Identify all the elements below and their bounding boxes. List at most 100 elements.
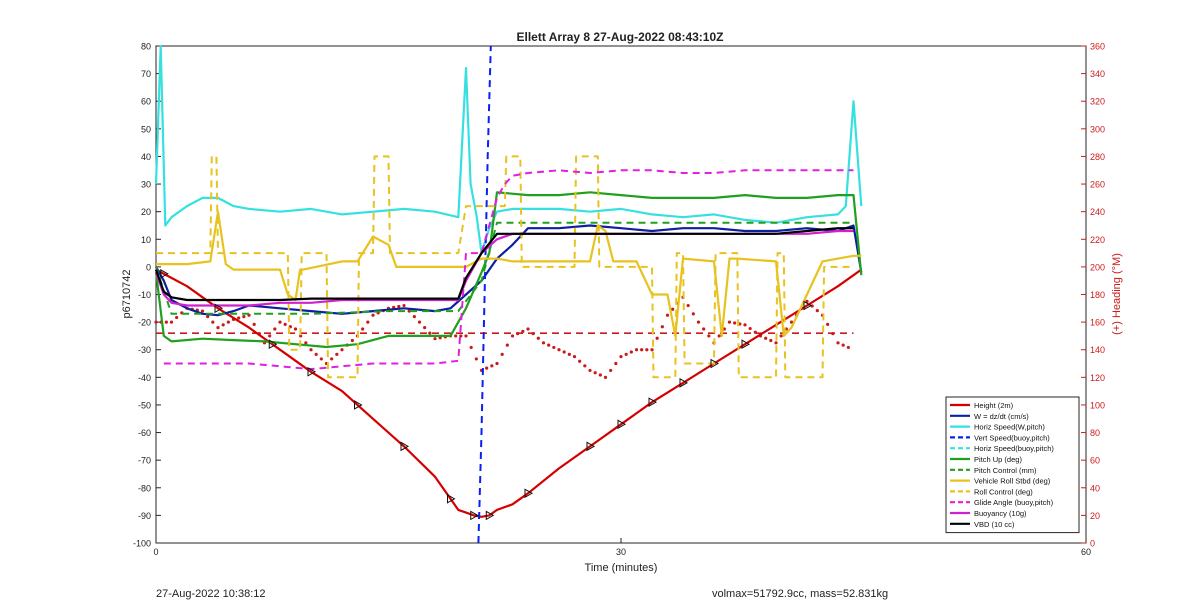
heading-point [314,352,318,356]
heading-point [841,343,845,347]
series-line-vert-speed-buoy-pitch [477,45,492,544]
heading-point [304,341,308,345]
y2-tick-label: 260 [1090,180,1105,190]
heading-point [283,322,287,327]
y2-tick-label: 300 [1090,124,1105,134]
heading-point [609,368,613,373]
heading-point [510,334,515,338]
height-marker [710,358,720,369]
heading-point [707,334,711,338]
series-line-pitch-up-deg [154,191,863,349]
heading-point [598,373,602,377]
heading-point [454,334,458,338]
legend-label-horiz-speed-w-pitch: Horiz Speed(W,pitch) [974,423,1045,432]
heading-point [366,320,370,324]
heading-point [815,309,819,313]
y2-tick-label: 20 [1090,511,1100,521]
legend-label-vert-speed-buoy-pitch: Vert Speed(buoy,pitch) [974,433,1050,442]
footer-timestamp: 27-Aug-2022 10:38:12 [156,588,266,600]
heading-point [417,320,422,324]
y-tick-label: -20 [138,318,151,328]
heading-point [278,320,282,324]
height-marker [648,397,658,408]
heading-point [727,320,732,324]
heading-point [221,323,225,327]
heading-point [464,334,468,338]
heading-point [634,348,639,352]
heading-point [175,315,179,320]
heading-point [335,352,339,356]
heading-point [619,355,623,359]
x-tick-label: 0 [153,547,158,557]
y2-tick-label: 220 [1090,235,1105,245]
heading-point [603,375,608,379]
y2-tick-label: 180 [1090,290,1105,300]
heading-point [660,325,664,329]
x-axis: 0 30 60 [153,538,1091,557]
series-line-buoyancy-10g [154,229,854,307]
y2-tick-label: 140 [1090,345,1105,355]
y-tick-label: -50 [138,400,151,410]
legend-label-buoyancy-10g: Buoyancy (10g) [974,509,1027,518]
y-tick-label: -100 [133,539,151,549]
height-marker [741,339,751,350]
y2-tick-label: 40 [1090,483,1100,493]
series-line-vbd-10-cc [154,227,854,302]
heading-point [536,336,540,340]
heading-point [407,309,411,313]
height-marker [679,377,689,388]
heading-point [846,345,850,350]
height-marker [524,488,534,499]
y-tick-label: 50 [141,124,151,134]
heading-point [490,364,494,368]
heading-point [216,326,220,330]
heading-point [371,313,375,317]
heading-point [614,361,618,366]
heading-point [624,352,628,356]
height-marker [214,303,224,314]
heading-point [552,345,556,350]
legend-label-w-dz-dt-cm-s: W = dz/dt (cm/s) [974,412,1029,421]
series-line-pitch-control-mm [155,221,854,315]
series-line-height-2m [155,268,862,518]
heading-point [562,350,566,354]
heading-point [526,327,530,331]
heading-point [640,348,644,352]
heading-point [505,343,509,347]
footer-stats: volmax=51792.9cc, mass=52.831kg [712,588,889,600]
heading-point [200,309,205,313]
legend-label-horiz-speed-buoy-pitch: Horiz Speed(buoy,pitch) [974,444,1054,453]
heading-point [500,352,504,356]
height-marker [586,441,596,452]
y-tick-label: 10 [141,235,151,245]
y2-tick-label: 120 [1090,373,1105,383]
heading-point [593,371,597,375]
y2-tick-label: 80 [1090,428,1100,438]
heading-point [572,355,577,359]
heading-point [836,341,840,345]
heading-point [686,303,690,308]
heading-point [242,314,246,319]
y2-tick-label: 0 [1090,539,1095,549]
heading-point [252,322,256,327]
heading-point [268,334,272,338]
heading-point [691,312,695,316]
height-marker [307,366,317,377]
heading-point [789,320,794,324]
height-marker [400,441,410,452]
heading-point [717,334,721,338]
y2-tick-label: 360 [1090,42,1105,52]
heading-point [774,341,778,345]
heading-point [361,327,365,331]
height-marker [268,339,278,350]
y2-tick-label: 340 [1090,69,1105,79]
heading-point [154,320,158,324]
heading-point [655,336,659,340]
heading-point [805,299,809,304]
heading-point [521,329,525,333]
heading-point [433,337,437,341]
height-marker [803,300,813,311]
y2-tick-label: 280 [1090,152,1105,162]
legend-box [945,396,1080,534]
y-tick-label: -70 [138,456,151,466]
